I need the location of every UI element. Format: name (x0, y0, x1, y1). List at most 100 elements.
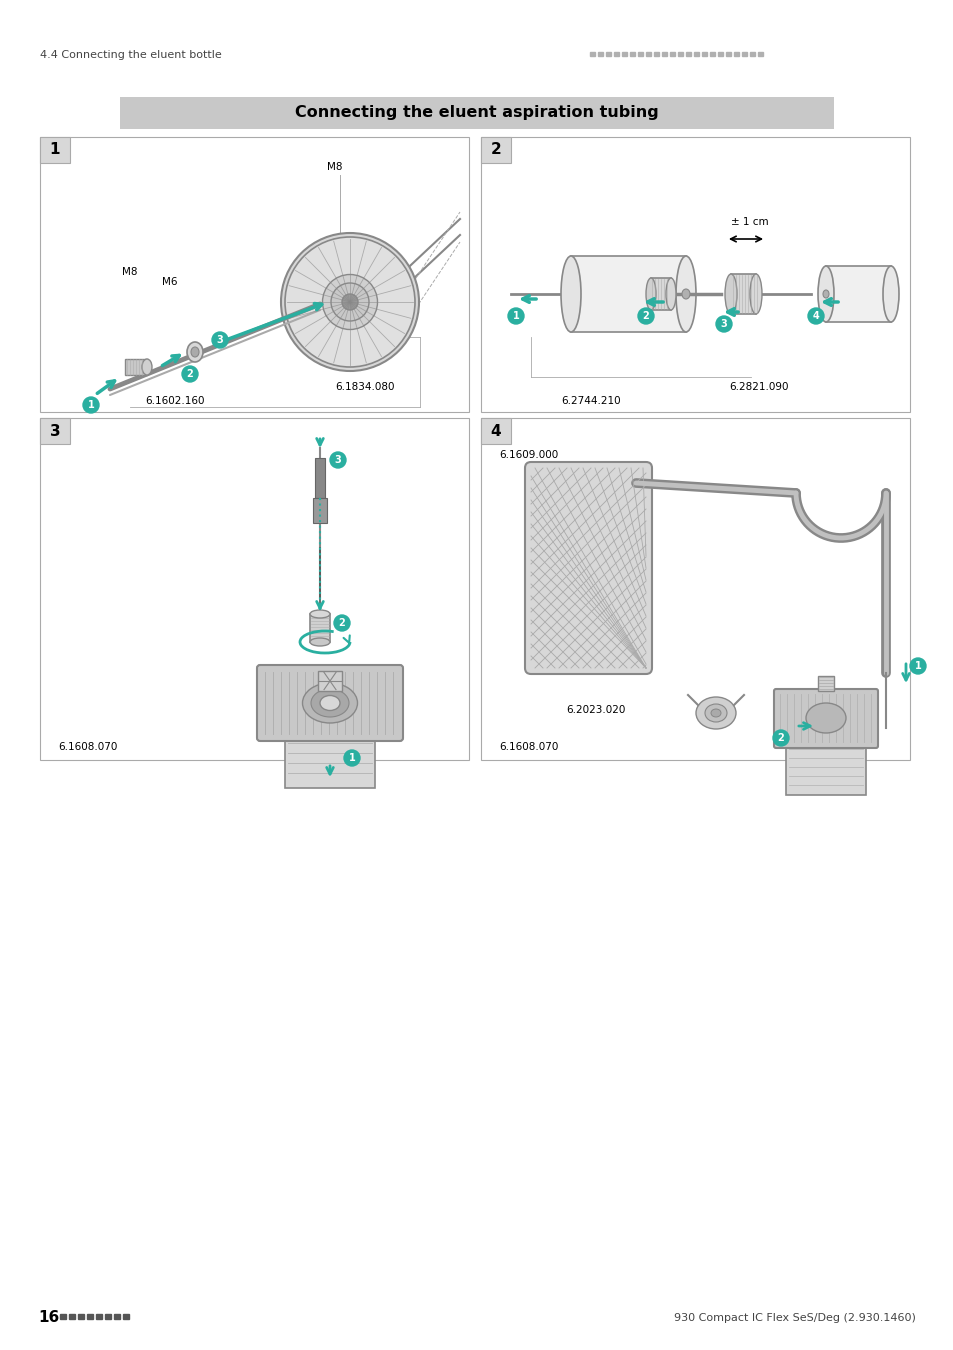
Bar (758, 53, 762, 55)
Ellipse shape (710, 709, 720, 717)
Ellipse shape (696, 697, 735, 729)
Ellipse shape (341, 294, 357, 310)
Text: 1: 1 (914, 662, 921, 671)
Circle shape (334, 616, 350, 630)
Ellipse shape (665, 278, 676, 310)
Bar (571, 256, 685, 332)
Bar (614, 53, 618, 55)
Text: 4.4 Connecting the eluent bottle: 4.4 Connecting the eluent bottle (40, 50, 221, 59)
Bar (480, 136, 909, 412)
Bar (685, 53, 690, 55)
Bar (650, 278, 670, 310)
Bar (96, 1314, 102, 1319)
Text: Connecting the eluent aspiration tubing: Connecting the eluent aspiration tubing (294, 105, 659, 120)
Text: 2: 2 (777, 733, 783, 743)
Bar (314, 458, 325, 498)
Circle shape (716, 316, 731, 332)
Bar (120, 97, 833, 130)
Ellipse shape (676, 256, 696, 332)
Text: 2: 2 (642, 310, 649, 321)
Circle shape (807, 308, 823, 324)
Ellipse shape (331, 284, 369, 321)
Ellipse shape (704, 703, 726, 722)
Bar (60, 1314, 66, 1319)
Ellipse shape (805, 703, 845, 733)
Text: 3: 3 (720, 319, 726, 329)
Ellipse shape (310, 639, 330, 647)
Text: 16: 16 (38, 1311, 59, 1326)
Text: 3: 3 (335, 455, 341, 464)
Ellipse shape (822, 290, 828, 298)
Bar (40, 136, 70, 163)
Bar (40, 418, 469, 760)
Text: 2: 2 (187, 369, 193, 379)
Bar (105, 1314, 111, 1319)
Text: 6.2023.020: 6.2023.020 (565, 705, 625, 716)
Bar (605, 53, 610, 55)
Ellipse shape (681, 289, 689, 298)
Circle shape (344, 751, 359, 765)
Bar (709, 53, 714, 55)
Bar (725, 53, 730, 55)
Bar (678, 53, 682, 55)
Text: 1: 1 (88, 400, 94, 410)
Bar (113, 1314, 120, 1319)
Text: 1: 1 (348, 753, 355, 763)
Bar (654, 53, 659, 55)
Ellipse shape (749, 274, 761, 315)
Text: 1: 1 (50, 143, 60, 158)
Bar (741, 53, 746, 55)
Circle shape (212, 332, 228, 348)
Circle shape (909, 657, 925, 674)
Text: 3: 3 (50, 424, 60, 439)
Bar (480, 136, 511, 163)
Text: 4: 4 (812, 310, 819, 321)
Text: 6.1834.080: 6.1834.080 (335, 382, 395, 391)
Ellipse shape (560, 256, 580, 332)
FancyBboxPatch shape (256, 666, 402, 741)
Bar (661, 53, 666, 55)
Circle shape (83, 397, 99, 413)
Ellipse shape (310, 610, 330, 618)
Text: M8: M8 (122, 267, 137, 277)
Text: 6.1608.070: 6.1608.070 (58, 743, 117, 752)
Ellipse shape (882, 266, 898, 323)
Bar (123, 1314, 129, 1319)
Bar (718, 53, 722, 55)
Text: ± 1 cm: ± 1 cm (730, 217, 768, 227)
Bar (621, 53, 626, 55)
Ellipse shape (281, 234, 418, 371)
FancyBboxPatch shape (524, 462, 651, 674)
Ellipse shape (319, 695, 339, 710)
Bar (285, 738, 375, 788)
Ellipse shape (645, 278, 656, 310)
Bar (645, 53, 650, 55)
Text: 1: 1 (512, 310, 518, 321)
Circle shape (772, 730, 788, 747)
Text: 6.1602.160: 6.1602.160 (145, 396, 204, 406)
Ellipse shape (724, 274, 737, 315)
Circle shape (638, 308, 654, 324)
Bar (638, 53, 642, 55)
Text: 3: 3 (216, 335, 223, 346)
Bar (749, 53, 754, 55)
Bar (701, 53, 706, 55)
Bar (78, 1314, 84, 1319)
Bar (785, 745, 865, 795)
Ellipse shape (817, 266, 833, 323)
Bar (629, 53, 635, 55)
Bar (825, 266, 890, 323)
Bar (480, 418, 909, 760)
Bar (317, 671, 341, 691)
Text: 6.2744.210: 6.2744.210 (560, 396, 620, 406)
Text: 6.1609.000: 6.1609.000 (498, 450, 558, 460)
Text: M6: M6 (162, 277, 177, 288)
Text: 2: 2 (338, 618, 345, 628)
Ellipse shape (302, 683, 357, 724)
Ellipse shape (311, 688, 349, 717)
Circle shape (330, 452, 346, 468)
Bar (730, 274, 755, 315)
Bar (87, 1314, 92, 1319)
Bar (817, 676, 833, 691)
Ellipse shape (191, 347, 199, 356)
